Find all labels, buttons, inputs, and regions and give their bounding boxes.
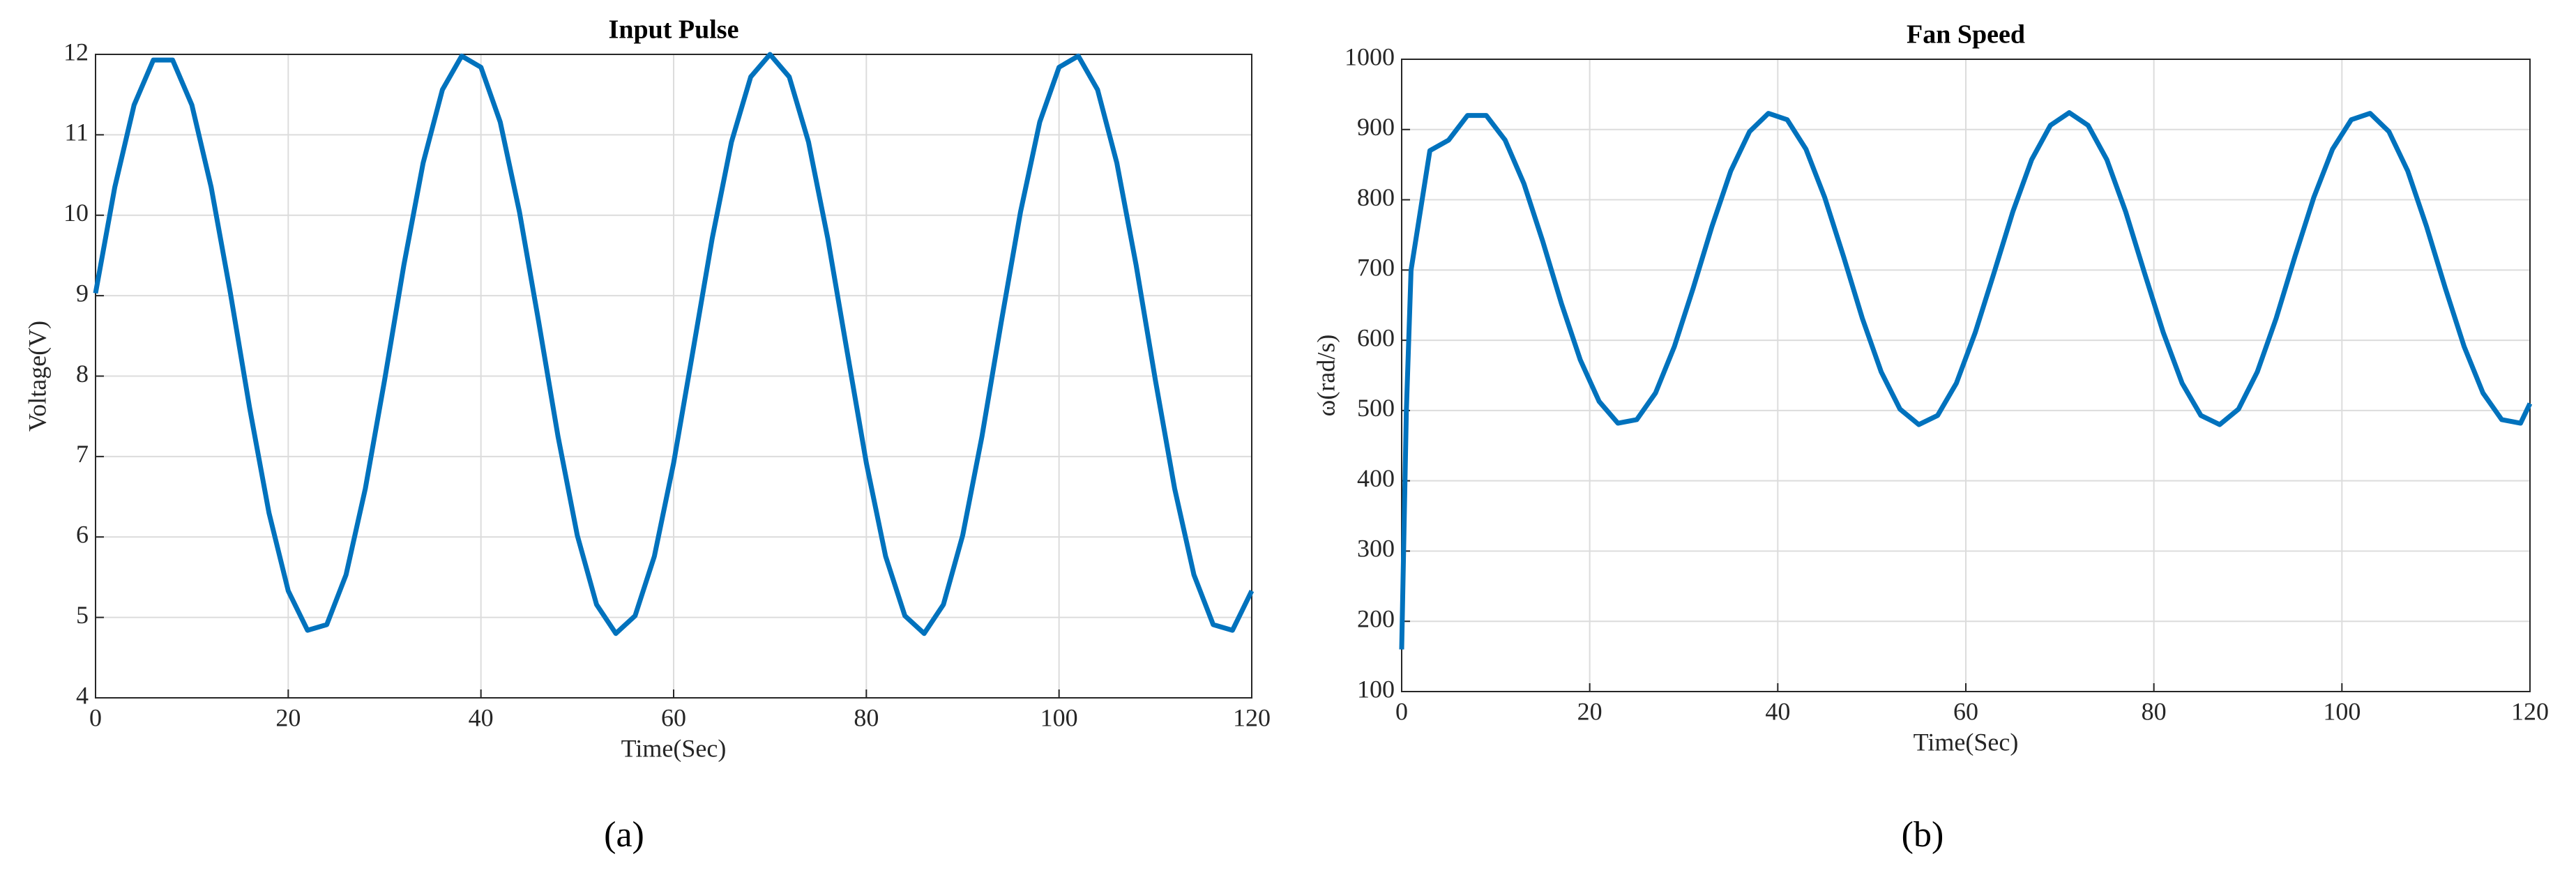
x-tick-label: 20	[1577, 697, 1603, 725]
chart-title: Input Pulse	[609, 15, 739, 45]
y-tick-label: 8	[76, 360, 89, 388]
x-tick-label: 0	[89, 703, 102, 731]
x-axis-label: Time(Sec)	[1914, 728, 2019, 756]
x-tick-label: 0	[1395, 697, 1408, 725]
x-tick-label: 40	[469, 703, 494, 731]
y-tick-label: 4	[76, 681, 89, 709]
y-tick-label: 6	[76, 521, 89, 549]
y-tick-label: 1000	[1344, 43, 1395, 70]
y-tick-label: 700	[1357, 254, 1395, 282]
y-tick-label: 100	[1357, 675, 1395, 703]
axes-box	[95, 54, 1252, 699]
caption: (b)	[1902, 815, 1944, 855]
x-tick-label: 80	[854, 703, 879, 731]
y-tick-label: 500	[1357, 394, 1395, 422]
data-line	[93, 52, 1255, 636]
y-tick-label: 11	[64, 119, 89, 146]
x-tick-label: 80	[2142, 697, 2167, 725]
x-tick-label: 60	[661, 703, 686, 731]
x-tick-label: 20	[275, 703, 301, 731]
y-tick-label: 300	[1357, 535, 1395, 563]
y-tick-label: 5	[76, 601, 89, 629]
x-tick-label: 120	[1233, 703, 1271, 731]
y-tick-label: 800	[1357, 183, 1395, 211]
caption: (a)	[604, 815, 644, 855]
y-tick-label: 10	[63, 199, 89, 227]
y-tick-label: 7	[76, 440, 89, 468]
y-tick-label: 900	[1357, 113, 1395, 141]
y-tick-label: 9	[76, 279, 89, 307]
x-tick-label: 100	[1040, 703, 1078, 731]
x-axis-label: Time(Sec)	[621, 734, 727, 762]
x-tick-label: 100	[2323, 697, 2361, 725]
y-tick-label: 12	[63, 38, 89, 66]
data-line	[1399, 110, 2533, 650]
chart-title: Fan Speed	[1907, 20, 2025, 49]
x-tick-label: 120	[2511, 697, 2549, 725]
y-axis-label: Voltage(V)	[23, 321, 51, 432]
y-tick-label: 600	[1357, 323, 1395, 351]
axes-box	[1401, 59, 2531, 692]
y-tick-label: 400	[1357, 464, 1395, 492]
y-axis-label: ω(rad/s)	[1312, 335, 1340, 417]
y-tick-label: 200	[1357, 604, 1395, 632]
x-tick-label: 40	[1765, 697, 1790, 725]
x-tick-label: 60	[1953, 697, 1978, 725]
